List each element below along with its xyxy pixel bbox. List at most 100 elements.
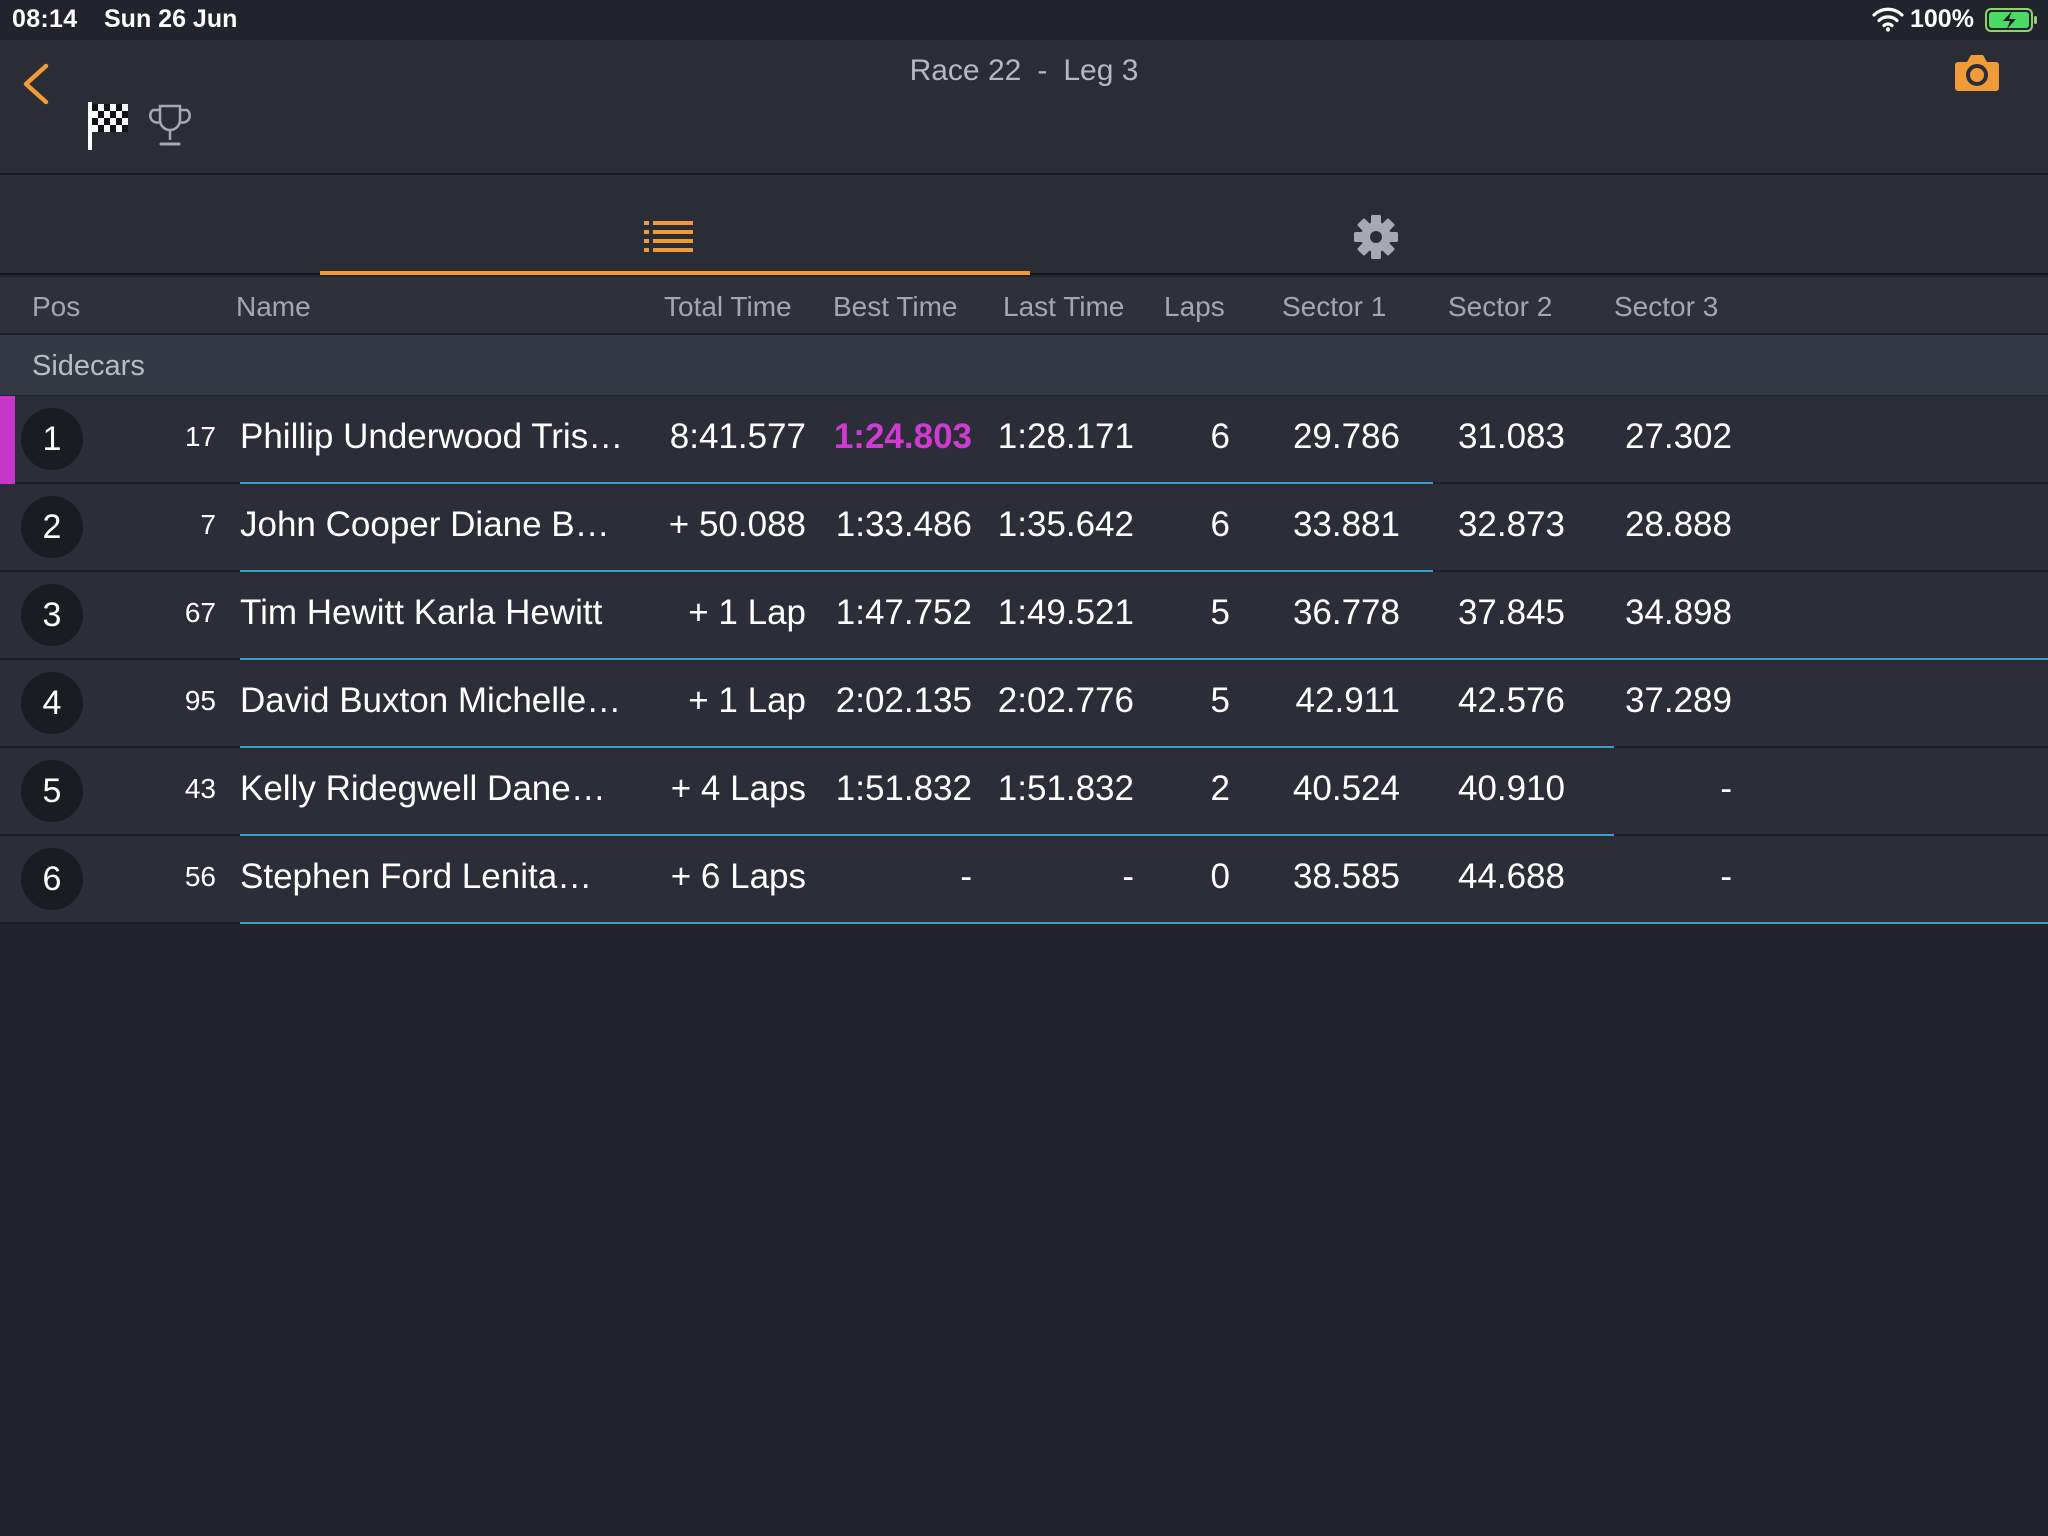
race-number: 95 xyxy=(184,685,216,716)
rider-names: David Buxton Michelle… xyxy=(240,681,622,720)
last-time: 1:51.832 xyxy=(997,769,1134,808)
rider-names: Kelly Ridegwell Dane… xyxy=(240,769,606,808)
position-badge: 1 xyxy=(21,408,83,470)
wifi-icon xyxy=(1872,7,1904,32)
total-time: + 6 Laps xyxy=(670,857,806,896)
rider-names: Phillip Underwood Tris… xyxy=(240,417,624,456)
rider-names: Stephen Ford Lenita… xyxy=(240,857,593,896)
status-bar: 08:14 Sun 26 Jun 100% xyxy=(0,0,2048,40)
last-time: - xyxy=(1122,857,1134,896)
class-group-header: Sidecars xyxy=(0,335,2048,395)
tab-bar xyxy=(0,175,2048,275)
lap-progress-bar xyxy=(240,922,2048,924)
tab-settings[interactable] xyxy=(1030,175,1725,275)
sector-1-time: 29.786 xyxy=(1292,417,1400,456)
col-pos[interactable]: Pos xyxy=(32,291,81,322)
table-row[interactable]: 1 17 Phillip Underwood Tris… 8:41.577 1:24.8… xyxy=(0,396,2048,484)
laps-count: 2 xyxy=(1210,769,1230,808)
best-time: - xyxy=(960,857,972,896)
list-icon xyxy=(644,221,693,252)
gear-icon xyxy=(1354,215,1398,259)
lap-progress-bar xyxy=(240,570,1433,572)
sector-3-time: - xyxy=(1720,857,1732,896)
sector-2-time: 44.688 xyxy=(1457,857,1565,896)
race-number: 43 xyxy=(184,773,216,804)
sector-3-time: 37.289 xyxy=(1624,681,1732,720)
battery-icon xyxy=(1985,8,2037,32)
results-table: 1 17 Phillip Underwood Tris… 8:41.577 1:24.8… xyxy=(0,396,2048,924)
last-time: 1:28.171 xyxy=(997,417,1134,456)
checkered-flag-icon[interactable] xyxy=(86,100,132,152)
table-row[interactable]: 5 43 Kelly Ridegwell Dane… + 4 Laps 1:51.832… xyxy=(0,748,2048,836)
position-badge: 5 xyxy=(21,760,83,822)
sector-1-time: 42.911 xyxy=(1295,681,1400,720)
total-time: 8:41.577 xyxy=(669,417,806,456)
lap-progress-bar xyxy=(240,658,2048,660)
race-label: Race 22 xyxy=(909,54,1022,87)
battery-percent: 100% xyxy=(1910,5,1974,33)
sector-2-time: 31.083 xyxy=(1457,417,1565,456)
camera-icon[interactable] xyxy=(1954,52,2000,92)
rider-names: Tim Hewitt Karla Hewitt xyxy=(240,593,603,632)
table-row[interactable]: 3 67 Tim Hewitt Karla Hewitt + 1 Lap 1:47.75… xyxy=(0,572,2048,660)
sector-1-time: 33.881 xyxy=(1292,505,1400,544)
total-time: + 1 Lap xyxy=(688,593,806,632)
table-row[interactable]: 2 7 John Cooper Diane B… + 50.088 1:33.486 1:… xyxy=(0,484,2048,572)
back-button[interactable] xyxy=(14,58,58,108)
page-title: Race 22- Leg 3 xyxy=(0,54,2048,88)
race-number: 67 xyxy=(184,597,216,628)
sector-3-time: 34.898 xyxy=(1624,593,1732,632)
leader-indicator xyxy=(0,396,15,484)
sector-2-time: 32.873 xyxy=(1457,505,1565,544)
table-row[interactable]: 4 95 David Buxton Michelle… + 1 Lap 2:02.135… xyxy=(0,660,2048,748)
col-sector-2[interactable]: Sector 2 xyxy=(1448,291,1553,322)
col-best-time[interactable]: Best Time xyxy=(833,291,958,322)
laps-count: 5 xyxy=(1210,593,1230,632)
sector-1-time: 38.585 xyxy=(1292,857,1400,896)
col-sector-3[interactable]: Sector 3 xyxy=(1614,291,1719,322)
sector-1-time: 36.778 xyxy=(1292,593,1400,632)
laps-count: 0 xyxy=(1210,857,1230,896)
last-time: 1:35.642 xyxy=(997,505,1134,544)
sector-2-time: 37.845 xyxy=(1457,593,1565,632)
last-time: 1:49.521 xyxy=(997,593,1134,632)
race-number: 56 xyxy=(184,861,216,892)
sector-2-time: 40.910 xyxy=(1457,769,1565,808)
sector-1-time: 40.524 xyxy=(1292,769,1400,808)
col-laps[interactable]: Laps xyxy=(1164,291,1225,322)
best-time: 1:47.752 xyxy=(835,593,972,632)
title-separator: - xyxy=(1037,54,1048,87)
position-badge: 6 xyxy=(21,848,83,910)
total-time: + 50.088 xyxy=(668,505,806,544)
col-sector-1[interactable]: Sector 1 xyxy=(1282,291,1387,322)
sector-3-time: - xyxy=(1720,769,1732,808)
race-number: 7 xyxy=(200,509,216,540)
race-number: 17 xyxy=(184,421,216,452)
best-time: 2:02.135 xyxy=(835,681,972,720)
position-badge: 4 xyxy=(21,672,83,734)
best-time: 1:33.486 xyxy=(835,505,972,544)
leg-label: Leg 3 xyxy=(1063,54,1139,87)
col-total-time[interactable]: Total Time xyxy=(664,291,792,322)
nav-header: Race 22- Leg 3 xyxy=(0,40,2048,175)
position-badge: 3 xyxy=(21,584,83,646)
tab-list[interactable] xyxy=(320,175,1030,275)
laps-count: 5 xyxy=(1210,681,1230,720)
laps-count: 6 xyxy=(1210,417,1230,456)
laps-count: 6 xyxy=(1210,505,1230,544)
position-badge: 2 xyxy=(21,496,83,558)
trophy-icon[interactable] xyxy=(148,102,192,148)
total-time: + 4 Laps xyxy=(670,769,806,808)
lap-progress-bar xyxy=(240,834,1614,836)
total-time: + 1 Lap xyxy=(688,681,806,720)
sector-2-time: 42.576 xyxy=(1457,681,1565,720)
table-header: Pos Name Total Time Best Time Last Time … xyxy=(0,277,2048,335)
best-time: 1:51.832 xyxy=(835,769,972,808)
sector-3-time: 27.302 xyxy=(1624,417,1732,456)
col-name[interactable]: Name xyxy=(236,291,311,322)
lap-progress-bar xyxy=(240,482,1433,484)
active-tab-indicator xyxy=(320,271,1030,275)
col-last-time[interactable]: Last Time xyxy=(1003,291,1125,322)
table-row[interactable]: 6 56 Stephen Ford Lenita… + 6 Laps - - 0 38.585… xyxy=(0,836,2048,924)
lap-progress-bar xyxy=(240,746,1614,748)
